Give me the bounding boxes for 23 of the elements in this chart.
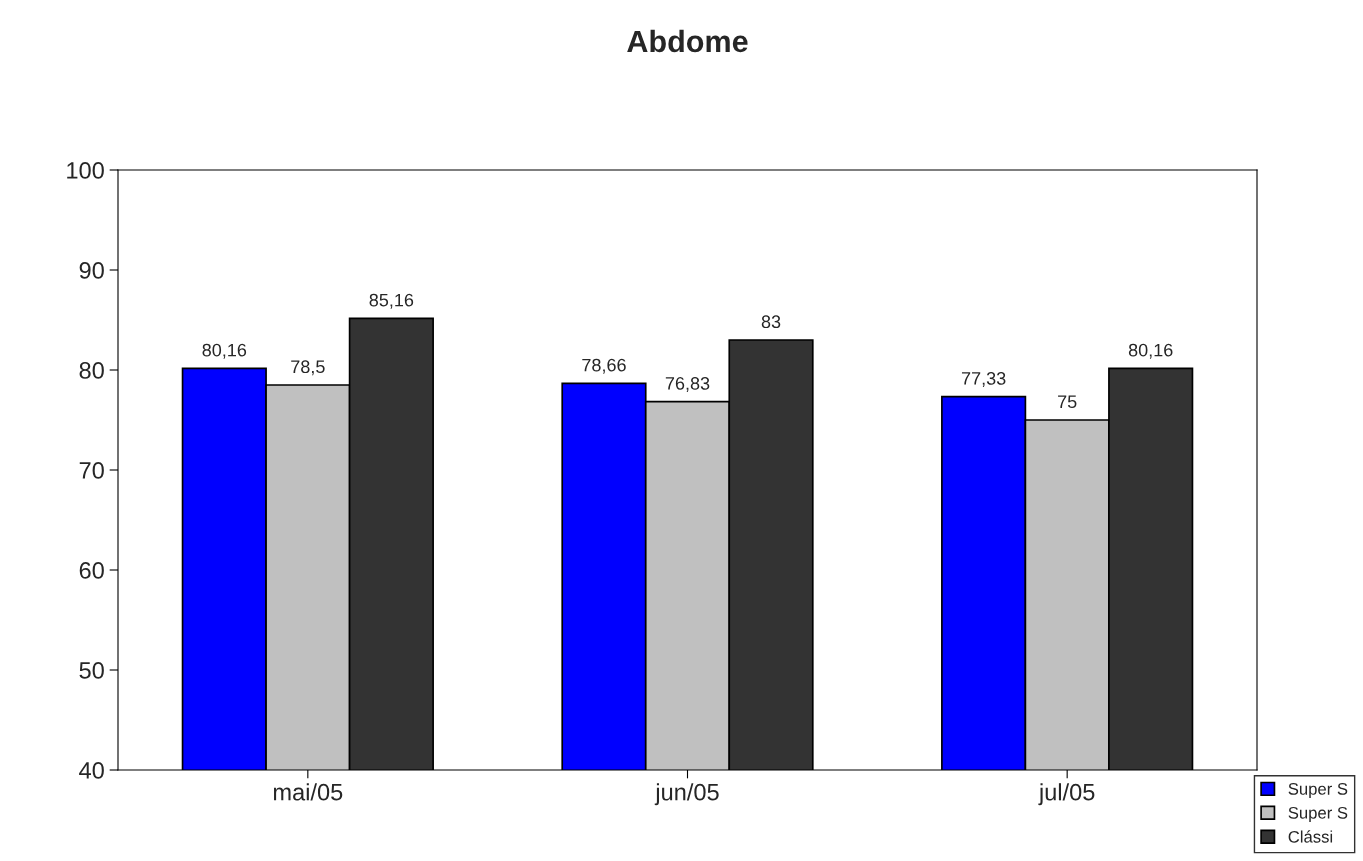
chart-title: Abdome [627, 29, 748, 53]
y-tick-label: 100 [67, 162, 104, 179]
y-tick-label: 80 [79, 362, 104, 379]
data-label: 80,16 [1128, 343, 1173, 359]
y-tick-label: 90 [79, 262, 104, 279]
data-label: 78,66 [582, 358, 626, 374]
legend-label: Super S [1288, 782, 1348, 799]
x-tick-label: jul/05 [1038, 783, 1095, 806]
x-tick-label: mai/05 [273, 783, 343, 801]
data-label: 85,16 [369, 293, 414, 309]
y-tick-label: 70 [79, 462, 104, 479]
data-label: 78,5 [291, 360, 325, 376]
y-tick-label: 40 [79, 762, 104, 779]
legend-label: Super S [1288, 806, 1348, 823]
x-tick-label: jun/05 [654, 783, 719, 806]
data-label: 75 [1058, 395, 1077, 409]
data-label: 77,33 [961, 372, 1006, 387]
data-label: 80,16 [202, 343, 247, 359]
y-tick-label: 50 [79, 662, 104, 679]
y-tick-label: 60 [79, 562, 104, 579]
data-label: 76,83 [665, 377, 710, 392]
data-label: 83 [761, 315, 781, 329]
legend-label: Clássi [1288, 830, 1333, 843]
